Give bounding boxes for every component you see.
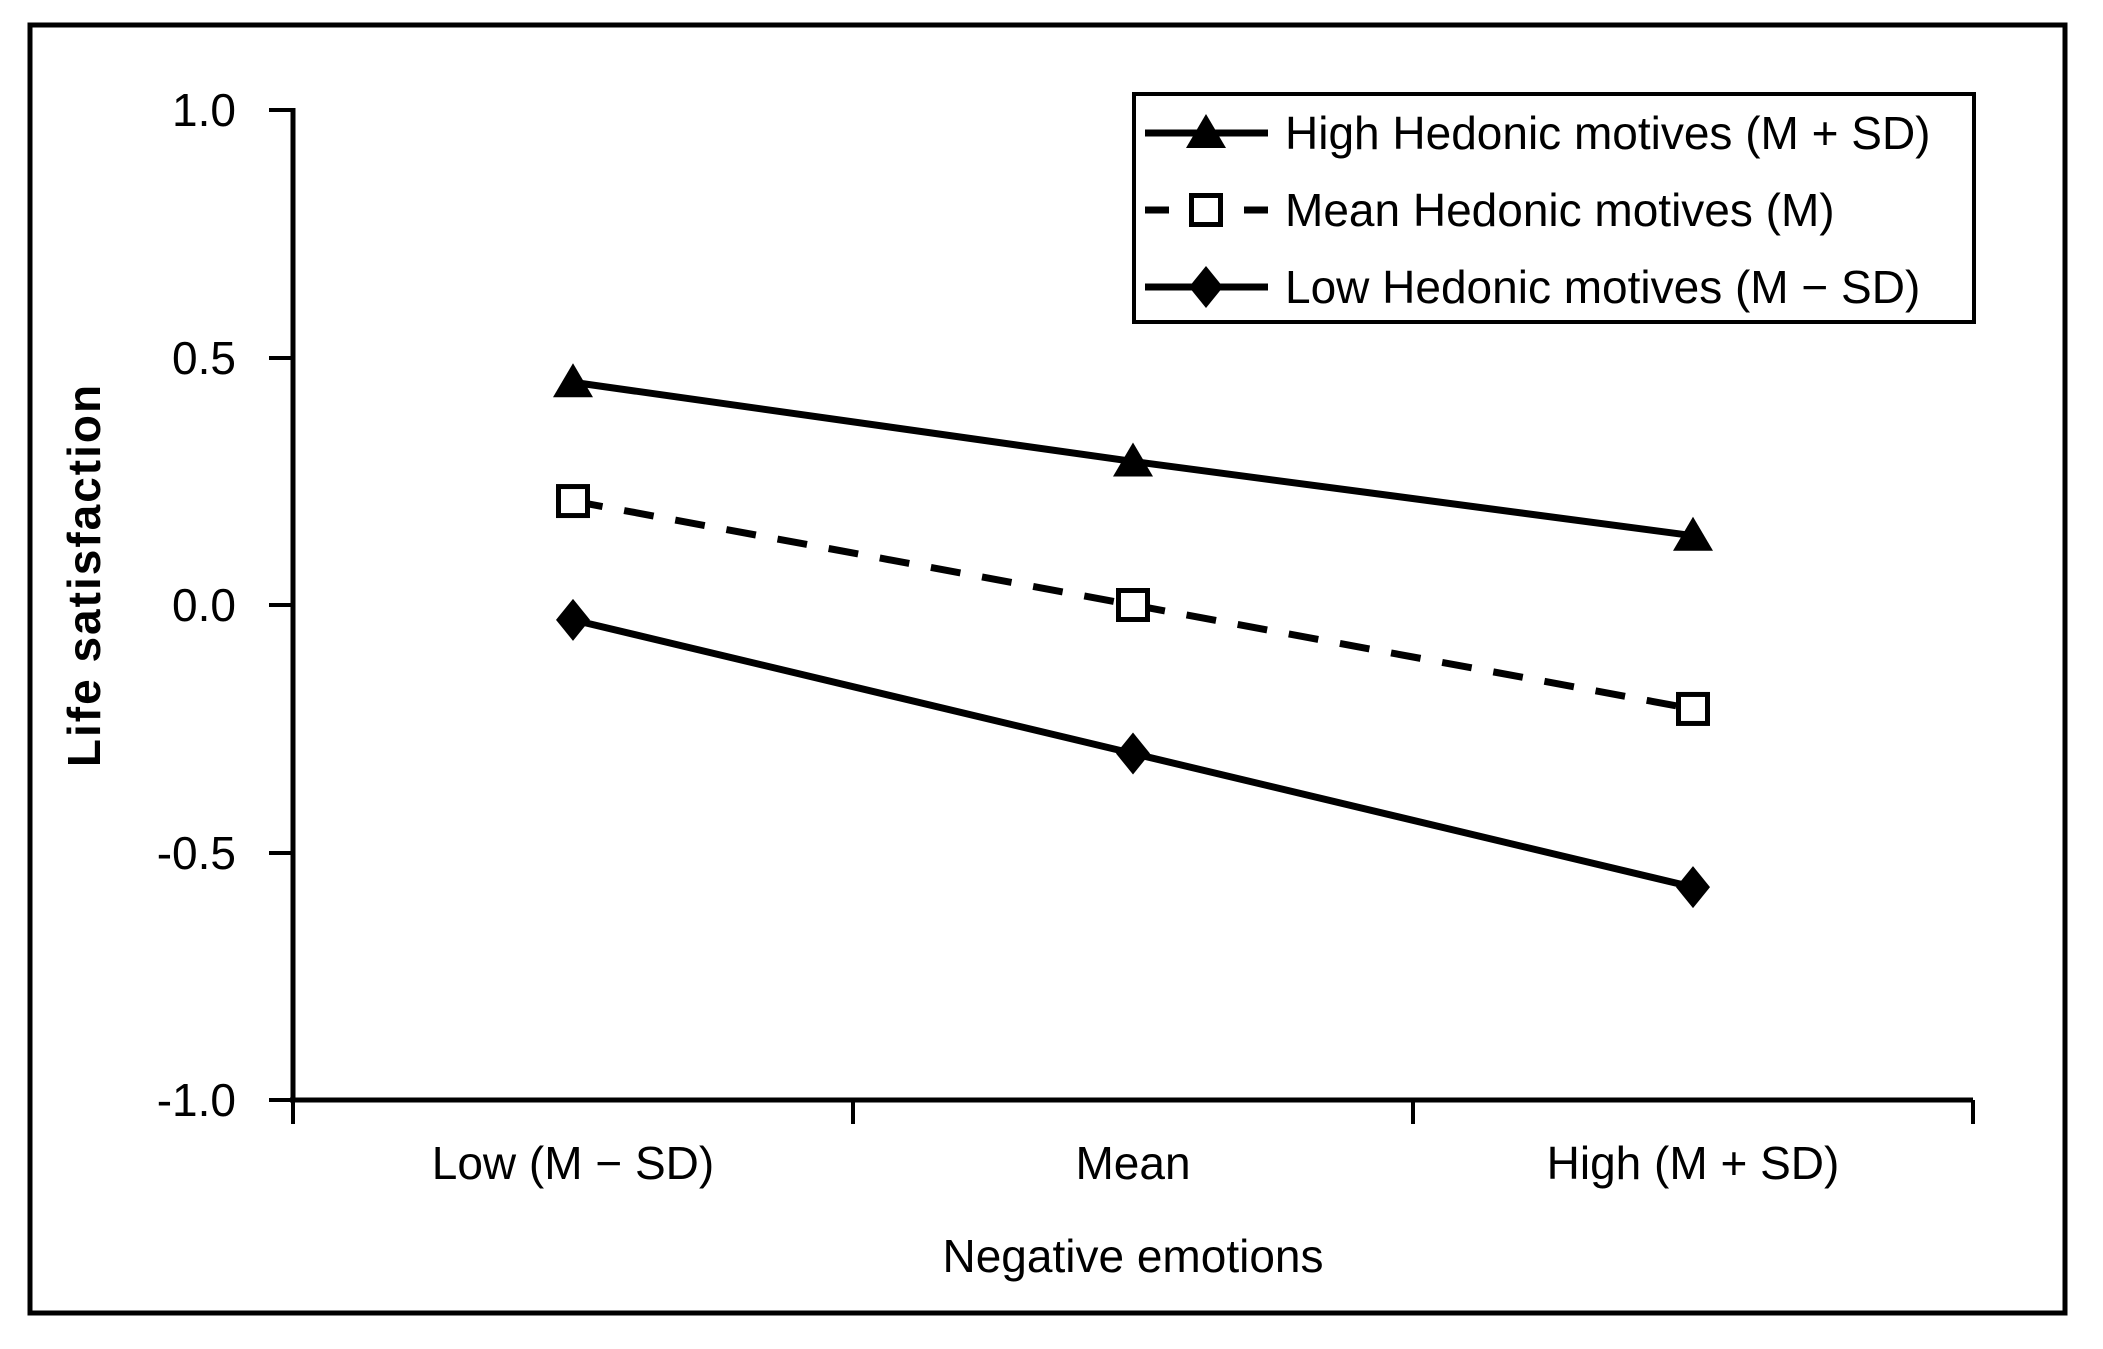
legend-label: Mean Hedonic motives (M) [1285,184,1835,236]
x-axis-category-labels: Low (M − SD) Mean High (M + SD) [432,1137,1840,1189]
series-line-1 [572,497,1694,713]
series-1-marker-1 [1116,588,1150,622]
legend: High Hedonic motives (M + SD) Mean Hedon… [1132,92,1976,324]
legend-sample-marker [1189,193,1223,227]
series-1-marker-2 [1676,691,1710,726]
x-category-label: High (M + SD) [1547,1137,1840,1189]
series-0-marker-0 [553,363,593,398]
y-tick-label: 0.0 [172,579,236,631]
x-axis-title: Negative emotions [943,1230,1324,1282]
legend-sample-marker [1186,114,1226,148]
legend-sample-marker [1189,266,1223,308]
series-1-marker-0 [556,484,590,519]
legend-box [1132,92,1976,324]
legend-item [1145,193,1268,227]
series-2-marker-1 [1116,732,1150,775]
y-tick-label: 0.5 [172,332,236,384]
series-2-marker-2 [1676,866,1710,909]
legend-item [1145,114,1268,148]
y-tick-label: 1.0 [172,84,236,136]
axes [269,108,1975,1124]
y-tick-label: -0.5 [157,827,236,879]
y-axis-tick-labels: 1.0 0.5 0.0 -0.5 -1.0 [157,84,236,1126]
legend-label: Low Hedonic motives (M − SD) [1285,261,1920,313]
series-0-marker-2 [1673,516,1713,551]
series-0-marker-1 [1113,442,1153,477]
x-category-label: Low (M − SD) [432,1137,714,1189]
y-axis-title: Life satisfaction [58,383,110,767]
series-layer [553,363,1713,909]
x-category-label: Mean [1075,1137,1190,1189]
series-2-marker-0 [556,598,590,641]
legend-label: High Hedonic motives (M + SD) [1285,107,1930,159]
legend-item [1145,266,1268,308]
y-tick-label: -1.0 [157,1074,236,1126]
